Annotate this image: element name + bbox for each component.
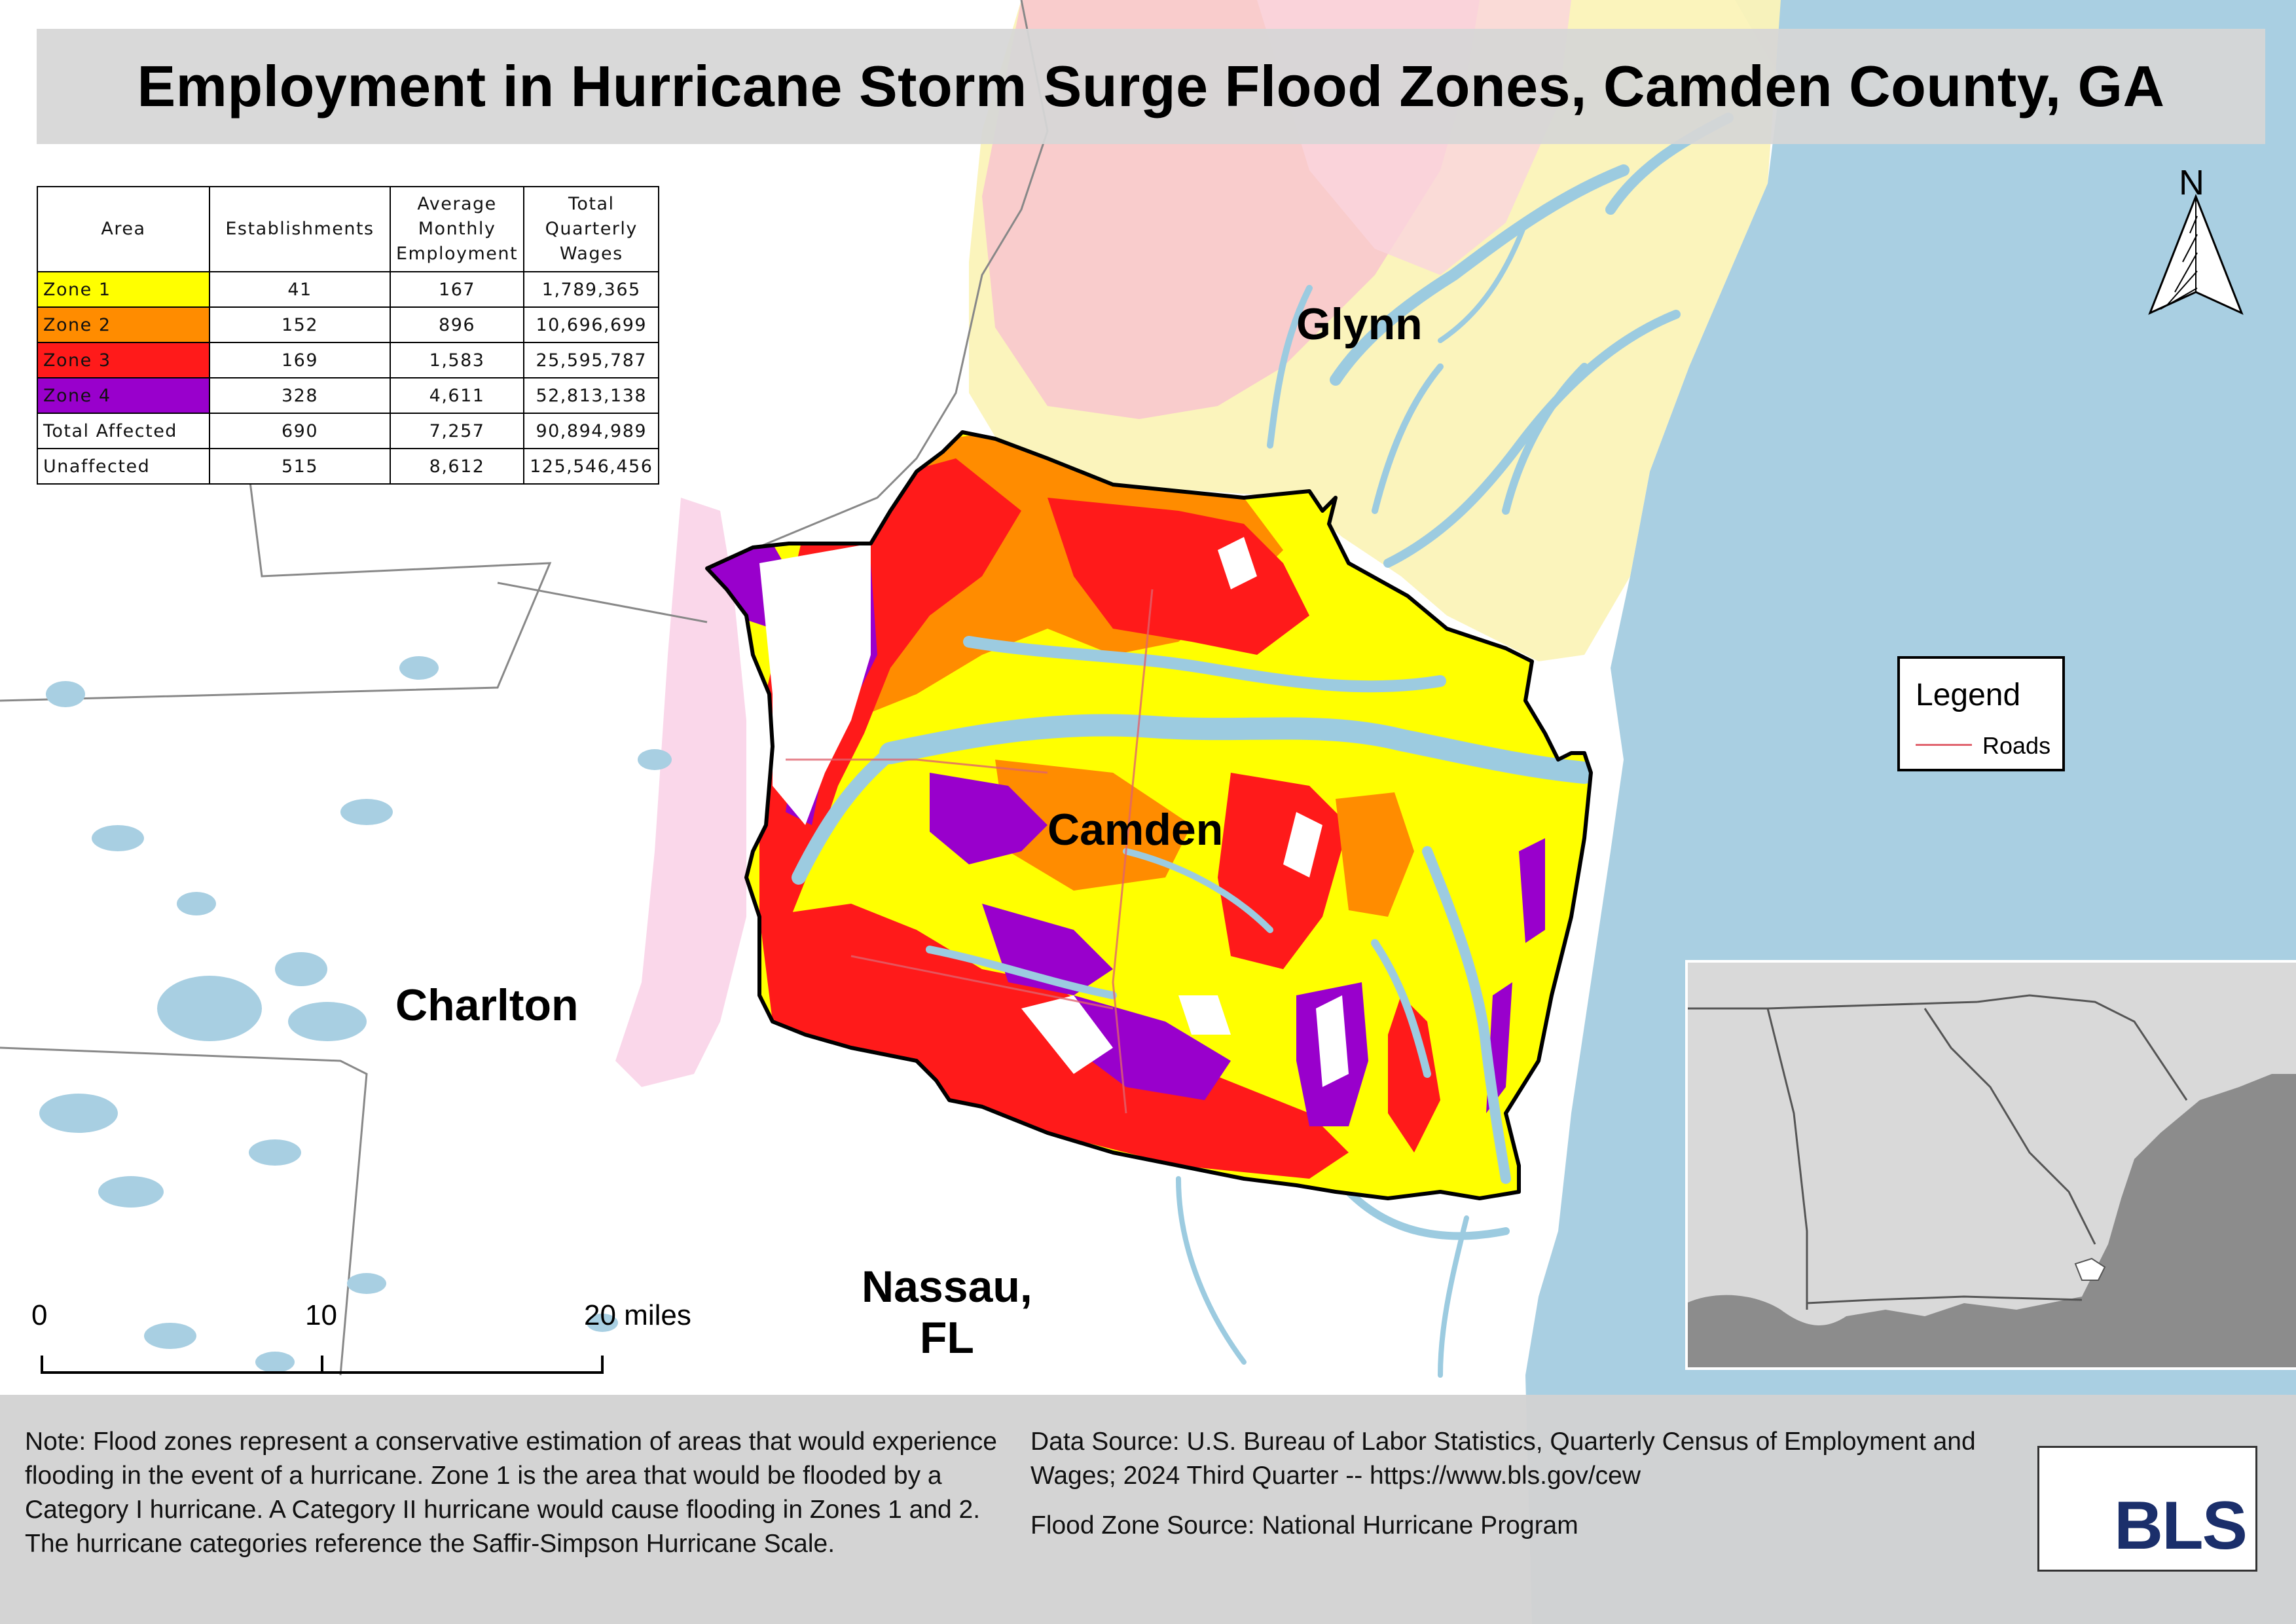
table-row-total-affected: Total Affected 690 7,257 90,894,989 (37, 413, 660, 449)
scale-tick-10: 10 (305, 1299, 337, 1331)
establishments-cell: 41 (209, 271, 391, 308)
header-establishments: Establishments (209, 186, 391, 272)
area-cell: Zone 3 (37, 342, 210, 378)
establishments-cell: 690 (209, 413, 391, 449)
county-label-nassau: Nassau, FL (862, 1262, 1032, 1363)
scale-tick-0: 0 (31, 1299, 48, 1331)
glynn-rivers (1267, 113, 1734, 568)
flood-zone-note: Note: Flood zones represent a conservati… (25, 1428, 997, 1558)
west-lakes (39, 656, 672, 1373)
employment-cell: 4,611 (389, 377, 525, 414)
bls-logo: BLS (2037, 1446, 2257, 1572)
footer-panel (0, 1395, 2296, 1624)
data-source: Data Source: U.S. Bureau of Labor Statis… (1030, 1428, 1976, 1490)
wages-cell: 52,813,138 (523, 377, 660, 414)
area-cell: Zone 2 (37, 306, 210, 343)
title-bar: Employment in Hurricane Storm Surge Floo… (37, 29, 2265, 144)
wages-cell: 1,789,365 (523, 271, 660, 308)
scale-bar (41, 1356, 604, 1374)
county-label-charlton: Charlton (395, 980, 579, 1030)
area-cell: Unaffected (37, 448, 210, 485)
header-employment: Average Monthly Employment (389, 186, 525, 272)
establishments-cell: 152 (209, 306, 391, 343)
north-letter: N (2179, 163, 2204, 202)
table-row-zone2: Zone 2 152 896 10,696,699 (37, 306, 660, 343)
employment-cell: 7,257 (389, 413, 525, 449)
nassau-rivers (1176, 1176, 1510, 1378)
area-cell: Zone 4 (37, 377, 210, 414)
employment-cell: 8,612 (389, 448, 525, 485)
employment-cell: 167 (389, 271, 525, 308)
table-row-zone1: Zone 1 41 167 1,789,365 (37, 271, 660, 308)
employment-table: Area Establishments Average Monthly Empl… (37, 186, 660, 485)
roads-line-swatch (1916, 744, 1972, 746)
camden-county (707, 432, 1591, 1198)
table-header-row: Area Establishments Average Monthly Empl… (37, 186, 660, 272)
wages-cell: 90,894,989 (523, 413, 660, 449)
table-row-unaffected: Unaffected 515 8,612 125,546,456 (37, 448, 660, 485)
wages-cell: 125,546,456 (523, 448, 660, 485)
legend-title: Legend (1916, 678, 2021, 712)
establishments-cell: 328 (209, 377, 391, 414)
north-arrow-icon (2148, 193, 2244, 315)
wages-cell: 10,696,699 (523, 306, 660, 343)
employment-cell: 896 (389, 306, 525, 343)
flood-zone-source: Flood Zone Source: National Hurricane Pr… (1030, 1511, 1578, 1540)
camden-outline (705, 430, 1593, 1200)
area-cell: Total Affected (37, 413, 210, 449)
legend-roads-label: Roads (1982, 732, 2051, 759)
inset-locator-map (1685, 960, 2296, 1370)
wages-cell: 25,595,787 (523, 342, 660, 378)
legend: Legend Roads (1897, 656, 2065, 771)
county-label-camden: Camden (1048, 805, 1224, 855)
table-row-zone3: Zone 3 169 1,583 25,595,787 (37, 342, 660, 378)
header-wages: Total Quarterly Wages (523, 186, 660, 272)
employment-cell: 1,583 (389, 342, 525, 378)
map-title: Employment in Hurricane Storm Surge Floo… (137, 54, 2165, 119)
charlton-west-pink (615, 498, 746, 1087)
county-label-glynn: Glynn (1296, 299, 1423, 349)
area-cell: Zone 1 (37, 271, 210, 308)
scale-tick-20: 20 miles (584, 1299, 691, 1331)
north-arrow: N (2147, 162, 2239, 320)
establishments-cell: 169 (209, 342, 391, 378)
table-row-zone4: Zone 4 328 4,611 52,813,138 (37, 377, 660, 414)
bls-logo-text: BLS (2114, 1488, 2248, 1564)
establishments-cell: 515 (209, 448, 391, 485)
header-area: Area (37, 186, 210, 272)
county-boundaries (0, 0, 1049, 1376)
